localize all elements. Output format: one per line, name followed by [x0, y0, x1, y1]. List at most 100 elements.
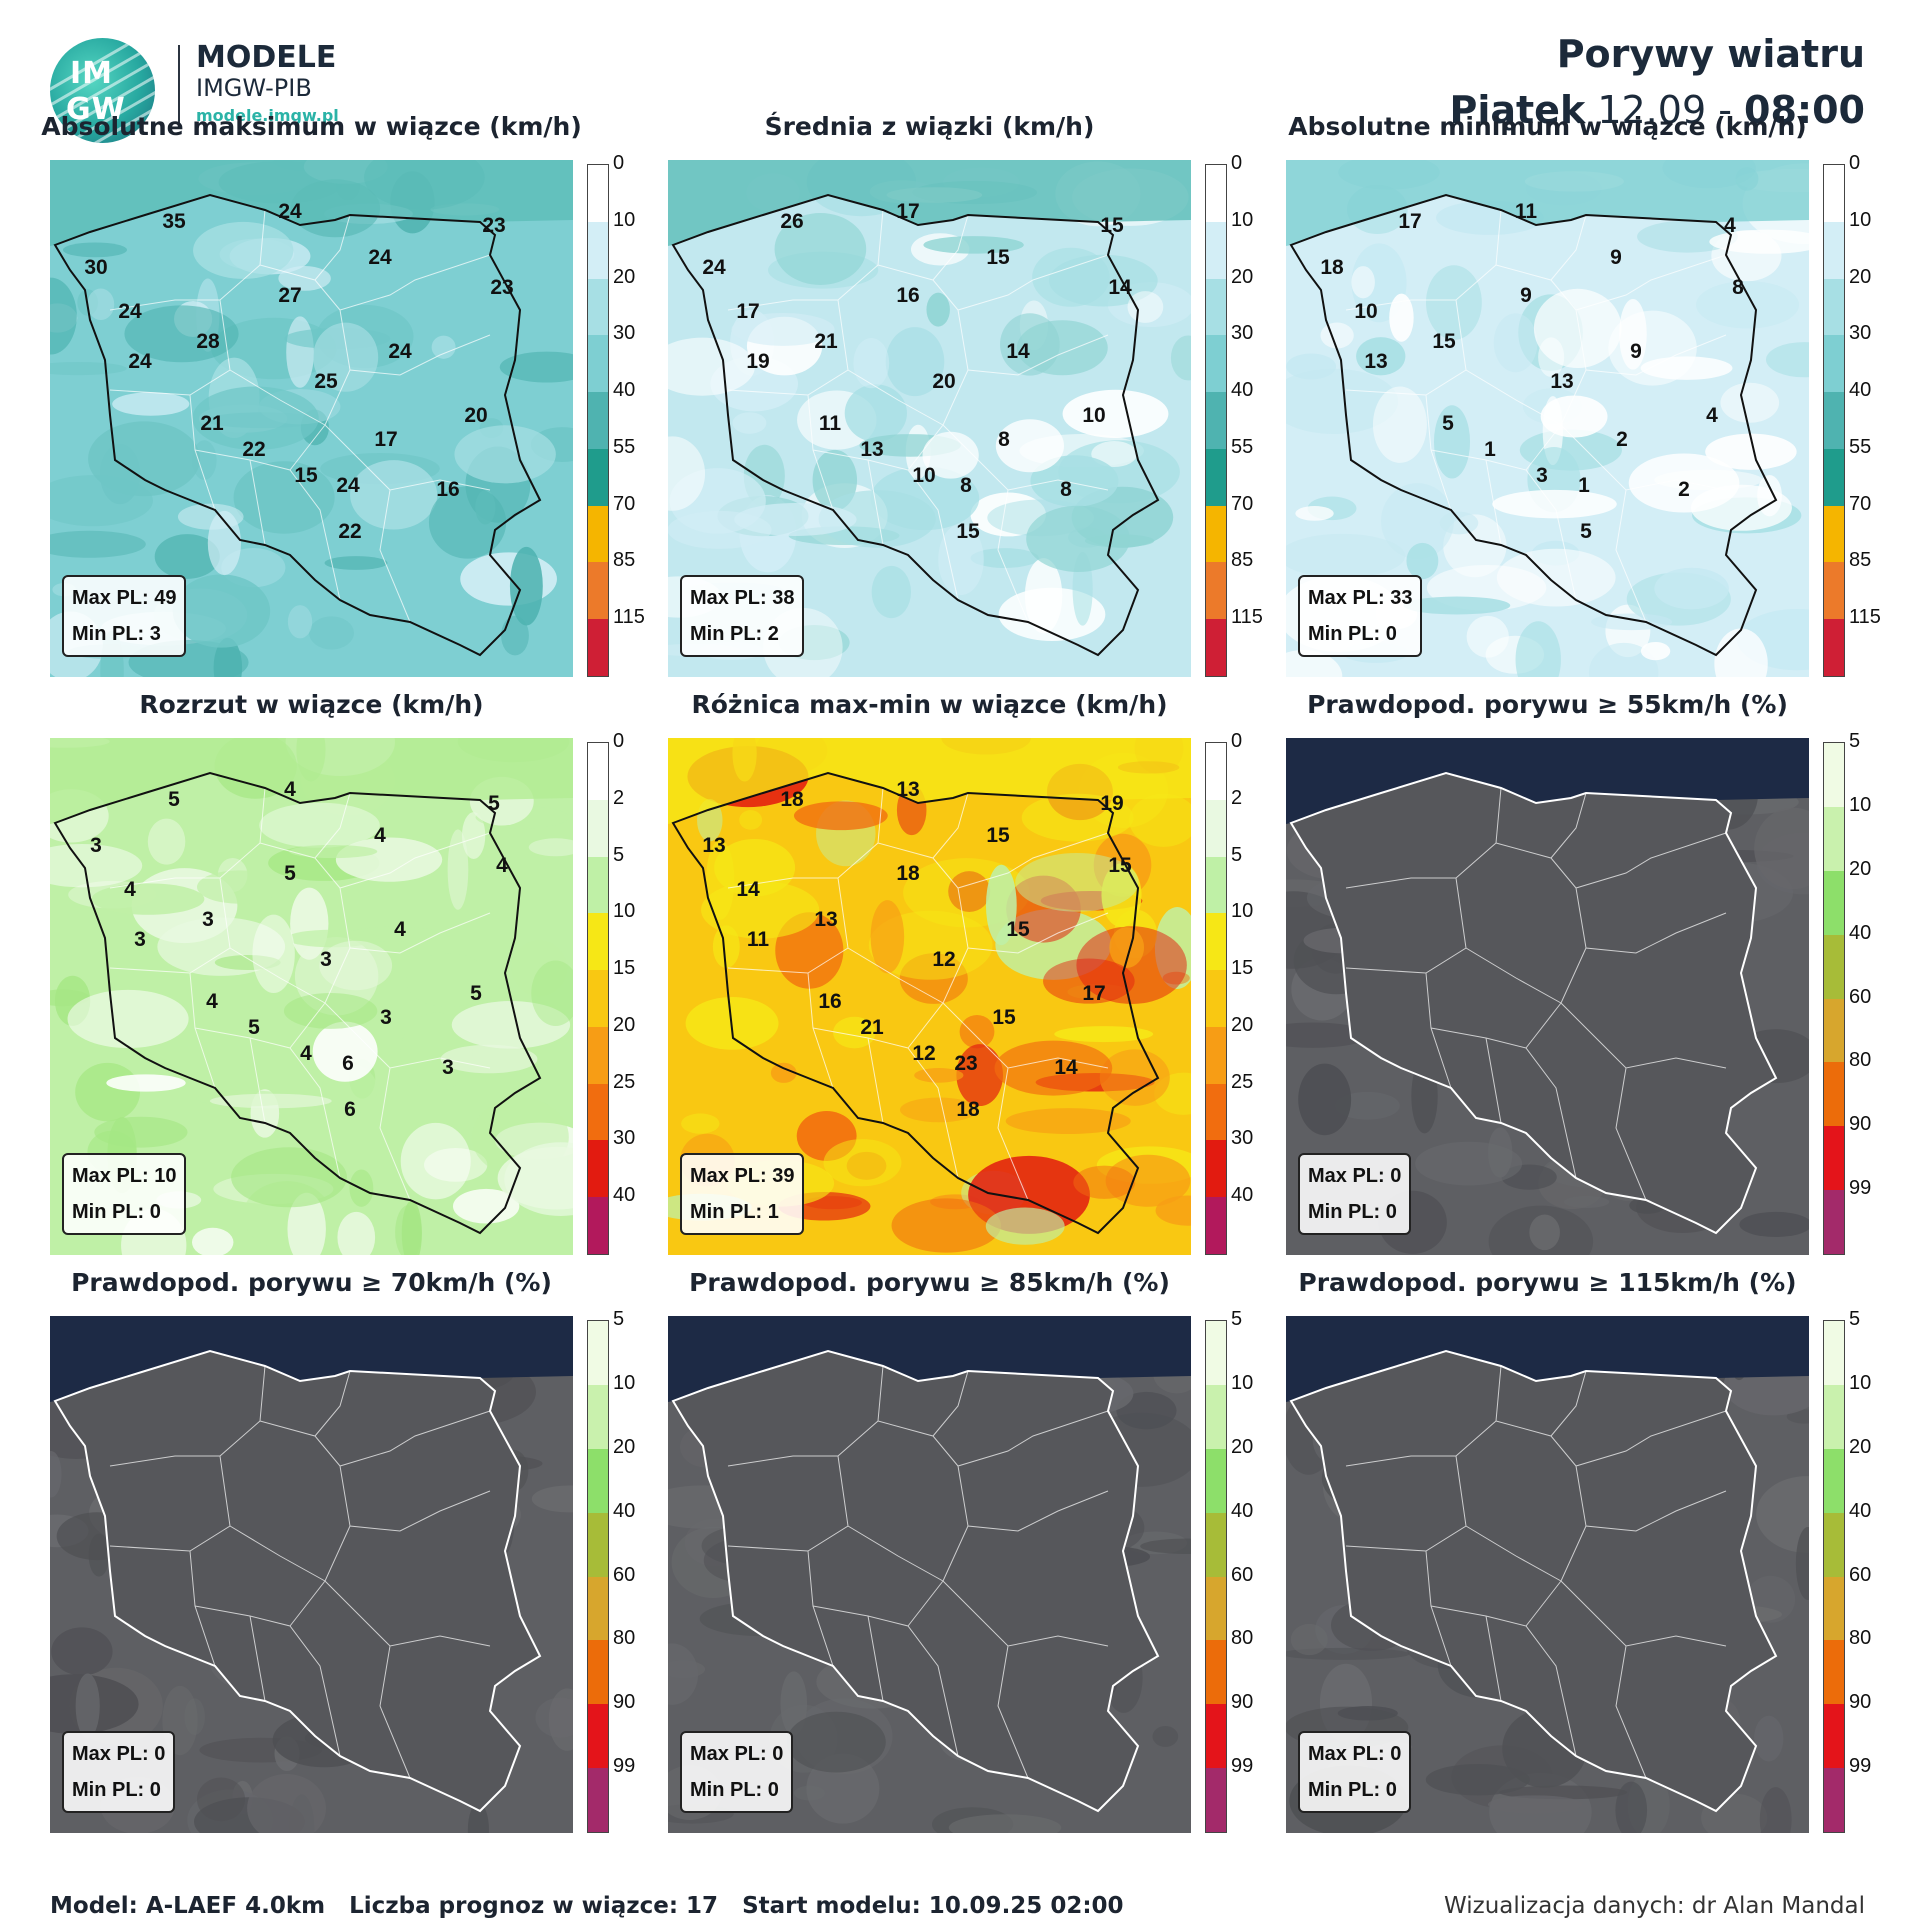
field-patch	[1129, 793, 1191, 847]
color-scale-tick: 55	[613, 435, 636, 458]
panel-title: Prawdopod. porywu ≥ 55km/h (%)	[1307, 690, 1788, 719]
color-scale-step	[1824, 934, 1844, 999]
field-patch	[1415, 1141, 1523, 1186]
field-patch	[511, 940, 568, 997]
sea-area	[668, 160, 1191, 246]
sea-area	[668, 738, 1191, 824]
color-scale-step	[1206, 1083, 1226, 1141]
field-patch	[1619, 298, 1647, 370]
voivodeship-borders	[727, 209, 1109, 623]
station-value: 12	[912, 1042, 936, 1065]
station-value: 16	[436, 478, 460, 501]
color-scale-tick: 40	[1231, 1184, 1254, 1207]
station-value: 4	[300, 1042, 312, 1065]
field-patch	[1372, 386, 1427, 463]
color-scale-step	[1206, 1512, 1226, 1577]
max-min-box: Max PL: 0 Min PL: 0	[1298, 1731, 1412, 1813]
station-value: 15	[1432, 330, 1456, 353]
color-scale-tick: 0	[1849, 152, 1861, 174]
station-value: 30	[84, 256, 108, 279]
field-patch	[844, 384, 907, 442]
color-scale-tick: 10	[1849, 1371, 1872, 1394]
field-patch	[1054, 1026, 1154, 1043]
panel-title: Rozrzut w wiązce (km/h)	[139, 690, 484, 719]
color-scale-tick: 5	[613, 1308, 625, 1330]
field-patch	[50, 843, 143, 888]
color-scale	[587, 164, 609, 677]
station-value: 11	[1514, 200, 1538, 223]
color-scale-step	[1824, 743, 1844, 807]
country-border	[1289, 1349, 1778, 1813]
field-patch	[1492, 489, 1617, 519]
station-value: 6	[344, 1098, 356, 1121]
color-scale-step	[1206, 505, 1226, 563]
station-value: 4	[1724, 214, 1736, 237]
station-value: 3	[202, 908, 214, 931]
color-scale-tick: 60	[1231, 1563, 1254, 1586]
field-patch	[1356, 337, 1406, 376]
field-patch	[209, 1093, 332, 1109]
field-patch	[1048, 254, 1158, 307]
footer-ensemble: Liczba prognoz w wiązce: 17	[349, 1893, 719, 1919]
station-value: 8	[960, 474, 972, 497]
field-patch	[289, 844, 378, 859]
forecast-map: Max PL: 0 Min PL: 0	[1286, 738, 1809, 1255]
color-scale-step	[588, 1768, 608, 1832]
station-value: 5	[248, 1016, 260, 1039]
color-scale-step	[1206, 448, 1226, 506]
country-border	[671, 193, 1160, 657]
field-patch	[1615, 1781, 1648, 1833]
field-patch	[335, 837, 443, 882]
forecast-day: Piątek	[1449, 88, 1586, 132]
color-scale-step	[1206, 619, 1226, 676]
color-scale-step	[1824, 998, 1844, 1063]
field-patch	[985, 1207, 1065, 1245]
station-value: 4	[284, 778, 296, 801]
field-patch	[347, 926, 442, 942]
station-value: 17	[374, 428, 398, 451]
field-patch	[1295, 506, 1334, 521]
color-scale-step	[1824, 1126, 1844, 1191]
field-patch	[914, 1068, 964, 1083]
field-patch	[309, 616, 354, 650]
color-scale-tick: 10	[1849, 208, 1872, 231]
field-patch	[192, 386, 319, 451]
field-patch	[1406, 542, 1439, 580]
min-label: Min PL: 0	[1308, 1779, 1397, 1801]
color-scale-tick: 90	[1231, 1691, 1254, 1714]
sea-area	[1286, 160, 1809, 246]
field-patch	[147, 818, 186, 865]
station-value: 24	[278, 200, 302, 223]
field-patch	[1140, 1538, 1191, 1554]
field-patch	[1337, 1706, 1398, 1721]
field-patch	[668, 337, 755, 396]
color-scale-tick: 40	[613, 1184, 636, 1207]
color-scale-step	[1206, 1140, 1226, 1198]
station-value: 2	[1616, 428, 1628, 451]
field-patch	[252, 914, 295, 994]
country-border	[671, 1349, 1160, 1813]
color-scale-tick: 20	[1231, 1435, 1254, 1458]
field-patch	[350, 460, 438, 530]
field-patch	[1152, 1726, 1179, 1747]
field-patch	[1286, 368, 1399, 434]
voivodeship-borders	[109, 1365, 491, 1779]
field-patch	[192, 440, 217, 481]
forecast-map: Max PL: 0 Min PL: 0	[668, 1316, 1191, 1833]
color-scale-step	[588, 505, 608, 563]
field-patch	[50, 362, 127, 376]
color-scale-step	[588, 335, 608, 393]
min-label: Min PL: 0	[1308, 623, 1397, 645]
color-scale-step	[588, 562, 608, 620]
color-scale-step	[588, 1026, 608, 1084]
brand-url[interactable]: modele.imgw.pl	[196, 106, 339, 125]
field-patch	[75, 1062, 141, 1122]
color-scale-step	[1824, 1640, 1844, 1705]
field-patch	[214, 955, 281, 971]
map-canvas	[50, 738, 573, 1255]
max-min-box: Max PL: 10 Min PL: 0	[62, 1153, 187, 1235]
color-scale-step	[1824, 806, 1844, 871]
footer-model-info: Model: A-LAEF 4.0km Liczba prognoz w wią…	[50, 1893, 1124, 1919]
field-patch	[1425, 265, 1482, 340]
station-value: 5	[488, 792, 500, 815]
